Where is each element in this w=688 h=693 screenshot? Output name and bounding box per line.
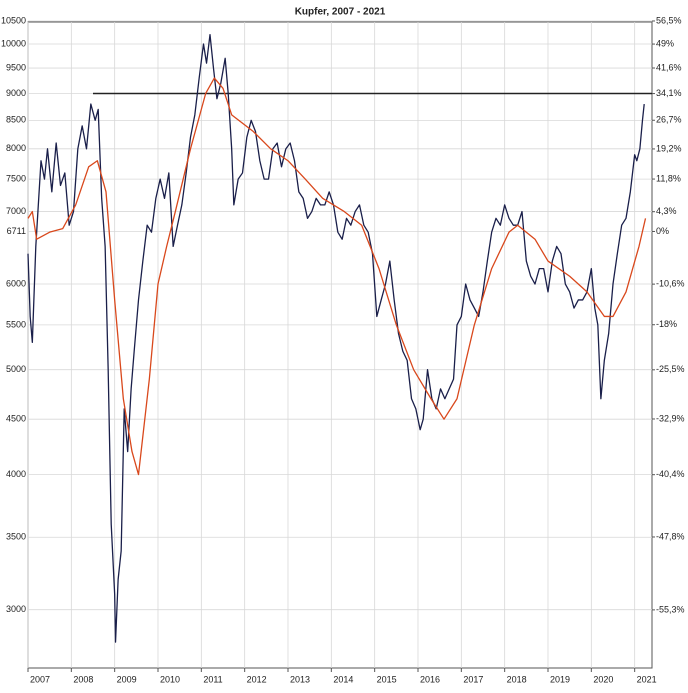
y-tick-label: 5500 xyxy=(6,319,26,329)
x-tick-label: 2010 xyxy=(160,674,180,684)
y2-tick-label: 56,5% xyxy=(656,15,682,25)
chart-title: Kupfer, 2007 - 2021 xyxy=(295,7,386,18)
y2-tick-label: 49% xyxy=(656,38,674,48)
y-tick-label: 10000 xyxy=(1,38,26,48)
y2-tick-label: 11,8% xyxy=(656,173,681,183)
y-tick-label: 9500 xyxy=(6,62,26,72)
y2-tick-label: -18% xyxy=(656,319,677,329)
x-tick-label: 2014 xyxy=(333,674,353,684)
line-series xyxy=(27,77,647,476)
x-tick-label: 2019 xyxy=(550,674,570,684)
y2-tick-label: -40,4% xyxy=(656,469,685,479)
y-tick-label: 4000 xyxy=(6,469,26,479)
y2-tick-label: -32,9% xyxy=(656,413,685,423)
y2-tick-label: 19,2% xyxy=(656,143,682,153)
y-tick-label: 6711 xyxy=(7,226,26,236)
x-tick-label: 2016 xyxy=(420,674,440,684)
x-tick-label: 2011 xyxy=(203,674,222,684)
x-tick-label: 2021 xyxy=(637,674,657,684)
x-tick-label: 2020 xyxy=(593,674,613,684)
y2-tick-label: -55,3% xyxy=(656,604,685,614)
y-tick-label: 9000 xyxy=(6,88,26,98)
x-tick-label: 2015 xyxy=(377,674,397,684)
x-tick-label: 2007 xyxy=(30,674,50,684)
y2-tick-label: 26,7% xyxy=(656,115,682,125)
y-tick-label: 3000 xyxy=(6,604,26,614)
y-tick-label: 8000 xyxy=(6,143,26,153)
x-tick-label: 2009 xyxy=(117,674,137,684)
y2-tick-label: -47,8% xyxy=(656,531,685,541)
y-tick-label: 7500 xyxy=(6,174,26,184)
x-tick-label: 2012 xyxy=(247,674,267,684)
x-tick-label: 2008 xyxy=(73,674,93,684)
x-tick-label: 2018 xyxy=(507,674,527,684)
x-tick-label: 2017 xyxy=(463,674,483,684)
y-tick-label: 7000 xyxy=(6,206,26,216)
y-tick-label: 5000 xyxy=(6,364,26,374)
y2-tick-label: 41,6% xyxy=(656,62,682,72)
y-tick-label: 4500 xyxy=(6,414,26,424)
y2-tick-label: -25,5% xyxy=(656,364,685,374)
y2-tick-label: -10,6% xyxy=(656,279,685,289)
y-tick-label: 6000 xyxy=(6,278,26,288)
y2-tick-label: 34,1% xyxy=(656,88,682,98)
y-tick-label: 8500 xyxy=(6,115,26,125)
y2-tick-label: 4,3% xyxy=(656,206,677,216)
y2-tick-label: 0% xyxy=(656,226,669,236)
y-tick-label: 10500 xyxy=(1,15,26,25)
y-tick-label: 3500 xyxy=(6,532,26,542)
line-series xyxy=(27,34,645,643)
x-tick-label: 2013 xyxy=(290,674,310,684)
